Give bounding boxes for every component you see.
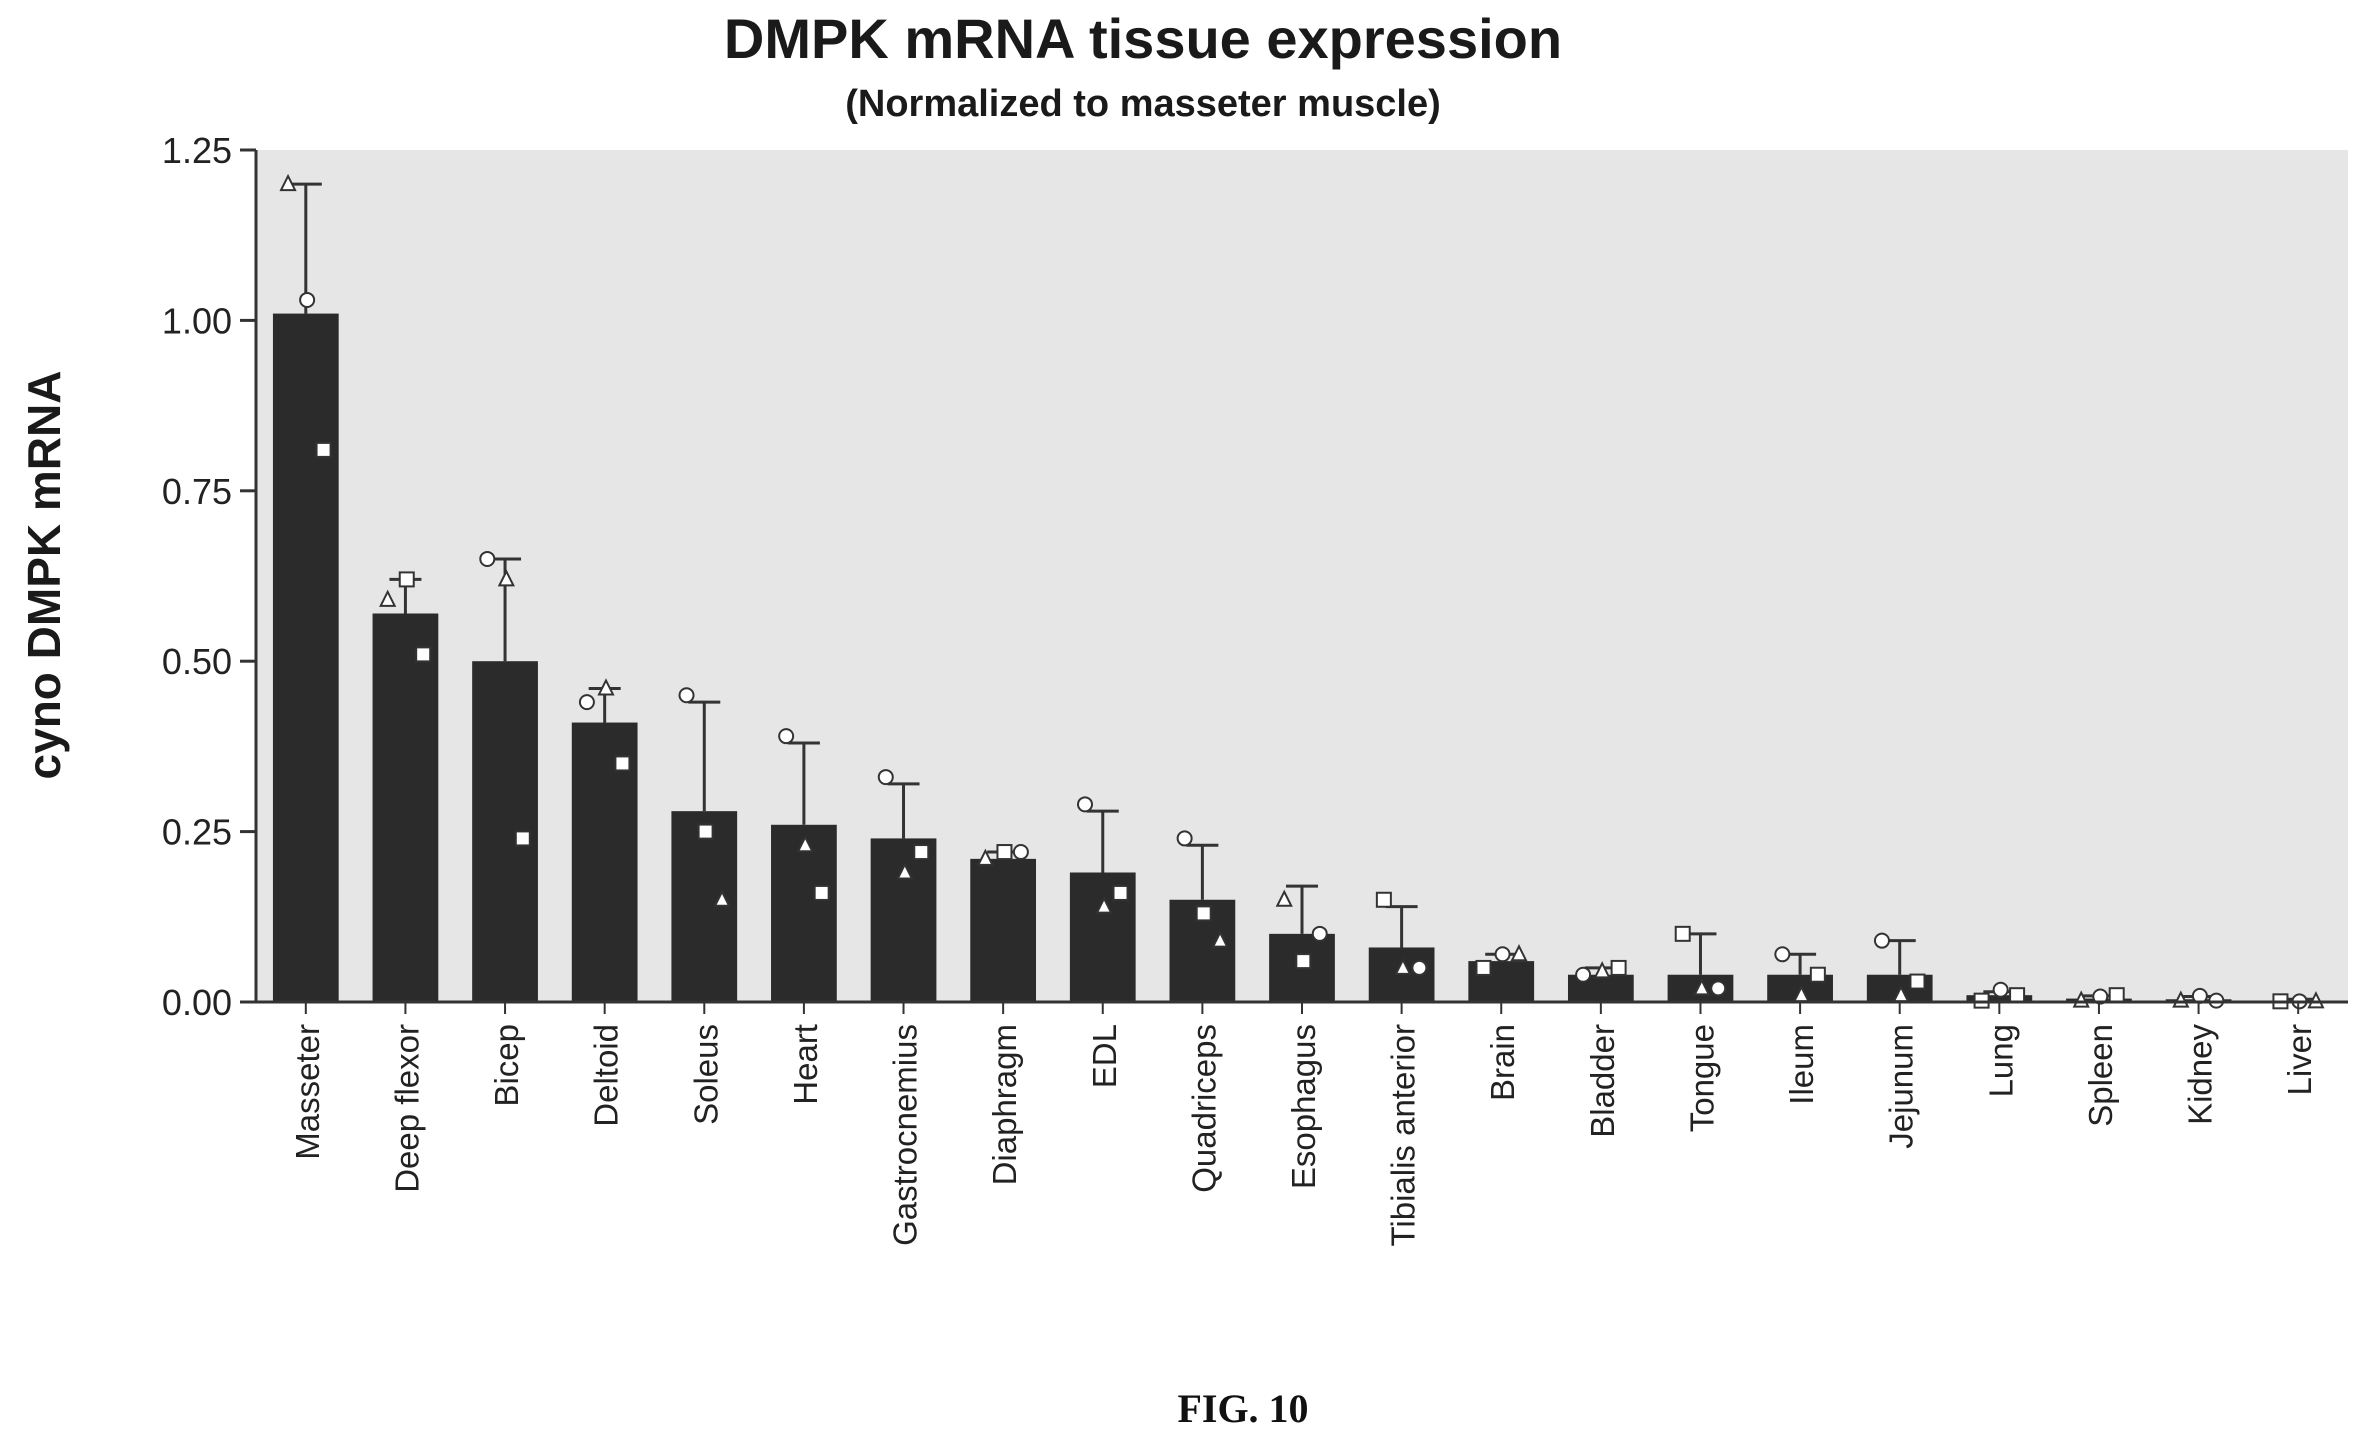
data-point-square — [315, 441, 332, 458]
figure-caption: FIG. 10 — [1177, 1386, 1308, 1431]
x-tick-label: Bladder — [1584, 1024, 1621, 1138]
chart-subtitle: (Normalized to masseter muscle) — [845, 83, 1441, 125]
data-point-circle — [778, 728, 795, 745]
bar — [970, 858, 1037, 1002]
data-point-square — [514, 830, 531, 847]
data-point-circle — [479, 550, 496, 567]
x-tick-label: Spleen — [2082, 1024, 2119, 1127]
data-point-circle — [1311, 925, 1328, 942]
data-point-square — [1112, 884, 1129, 901]
data-point-square — [813, 884, 830, 901]
data-point-square — [697, 823, 714, 840]
y-ticks-group: 0.00 0.25 0.50 0.75 1.00 1.25 — [162, 130, 256, 1023]
y-tick-label: 0.00 — [162, 982, 232, 1023]
bar — [1966, 995, 2033, 1002]
data-point-circle — [299, 291, 316, 308]
data-point-circle — [1077, 796, 1094, 813]
data-point-square — [415, 646, 432, 663]
x-tick-label: Soleus — [687, 1024, 724, 1125]
data-point-circle — [578, 694, 595, 711]
x-tick-label: Deep flexor — [388, 1024, 425, 1193]
data-point-square — [2108, 987, 2125, 1004]
data-point-square — [913, 844, 930, 861]
y-tick-label: 1.25 — [162, 130, 232, 171]
x-ticks-group: Masseter Deep flexor Bicep Deltoid Soleus Hea… — [289, 1002, 2318, 1247]
y-tick-label: 0.75 — [162, 471, 232, 512]
data-point-circle — [1873, 932, 1890, 949]
data-point-circle — [1494, 946, 1511, 963]
x-tick-label: Esophagus — [1285, 1024, 1322, 1189]
data-point-triangle — [1275, 889, 1293, 907]
x-tick-label: Liver — [2281, 1024, 2318, 1096]
x-tick-label: Brain — [1484, 1024, 1521, 1101]
data-point-circle — [1012, 844, 1029, 861]
data-point-circle — [2092, 988, 2109, 1005]
data-point-triangle — [1394, 957, 1412, 975]
x-tick-label: Jejunum — [1883, 1024, 1920, 1149]
data-point-circle — [678, 687, 695, 704]
x-tick-label: Heart — [787, 1024, 824, 1105]
data-point-circle — [877, 769, 894, 786]
data-point-square — [1295, 953, 1312, 970]
data-point-square — [2009, 987, 2026, 1004]
data-point-circle — [1992, 981, 2009, 998]
data-point-square — [996, 844, 1013, 861]
data-point-square — [1375, 891, 1392, 908]
data-point-triangle — [279, 173, 297, 192]
y-tick-label: 0.25 — [162, 812, 232, 853]
data-point-triangle — [713, 889, 731, 907]
data-point-square — [1610, 959, 1627, 976]
x-tick-label: Tibialis anterior — [1385, 1024, 1422, 1247]
data-point-circle — [1710, 980, 1727, 997]
bar — [372, 613, 439, 1002]
data-point-triangle — [1693, 978, 1711, 996]
x-tick-label: Tongue — [1683, 1024, 1720, 1132]
data-point-square — [1909, 973, 1926, 990]
y-tick-label: 1.00 — [162, 300, 232, 341]
x-tick-label: Quadriceps — [1185, 1024, 1222, 1193]
x-tick-label: Deltoid — [588, 1024, 625, 1127]
bar — [870, 838, 937, 1002]
y-axis-label: cyno DMPK mRNA — [18, 371, 70, 780]
data-point-triangle — [2307, 991, 2325, 1009]
data-point-triangle — [497, 569, 515, 587]
x-tick-label: Bicep — [488, 1024, 525, 1107]
data-point-square — [398, 571, 415, 588]
data-point-triangle — [597, 678, 615, 696]
data-point-square — [1475, 959, 1492, 976]
x-tick-label: Masseter — [289, 1024, 326, 1160]
data-point-triangle — [1095, 896, 1113, 914]
x-tick-label: Gastrocnemius — [887, 1024, 924, 1246]
y-tick-label: 0.50 — [162, 641, 232, 682]
data-point-square — [1809, 966, 1826, 983]
data-point-triangle — [796, 834, 814, 853]
x-tick-label: Diaphragm — [986, 1024, 1023, 1185]
x-tick-label: Kidney — [2182, 1024, 2219, 1125]
plot-area — [256, 150, 2348, 1002]
x-tick-label: Lung — [1982, 1024, 2019, 1097]
data-point-triangle — [1510, 944, 1528, 962]
data-point-circle — [1575, 966, 1592, 983]
data-point-triangle — [976, 848, 995, 866]
data-point-triangle — [1593, 961, 1611, 979]
data-point-square — [614, 755, 631, 772]
data-point-circle — [1411, 959, 1428, 976]
data-point-circle — [1774, 946, 1791, 963]
data-point-circle — [1176, 830, 1193, 847]
chart-title: DMPK mRNA tissue expression — [724, 7, 1562, 70]
data-point-triangle — [379, 589, 397, 607]
data-point-triangle — [1211, 930, 1229, 948]
data-point-triangle — [896, 862, 914, 880]
data-point-square — [1674, 925, 1691, 942]
bar — [272, 313, 339, 1003]
x-tick-label: EDL — [1086, 1024, 1123, 1088]
x-tick-label: Ileum — [1783, 1024, 1820, 1105]
bar — [771, 824, 837, 1002]
data-point-square — [1195, 905, 1212, 922]
